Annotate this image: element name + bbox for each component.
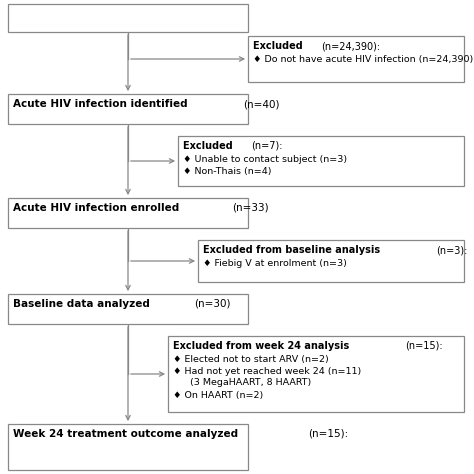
Bar: [8, 4, 248, 32]
Text: Baseline data analyzed: Baseline data analyzed: [13, 299, 154, 309]
Text: (n=40): (n=40): [243, 99, 280, 109]
Text: ♦ Do not have acute HIV infection (n=24,390): ♦ Do not have acute HIV infection (n=24,…: [253, 55, 473, 64]
Bar: [8, 94, 248, 124]
Text: Excluded: Excluded: [253, 41, 306, 51]
Text: ♦ Non-Thais (n=4): ♦ Non-Thais (n=4): [183, 167, 272, 176]
Text: ♦ Had not yet reached week 24 (n=11): ♦ Had not yet reached week 24 (n=11): [173, 367, 361, 376]
Bar: [168, 336, 464, 412]
Text: (n=15):: (n=15):: [308, 429, 348, 439]
Text: (n=15):: (n=15):: [405, 341, 442, 351]
Text: ♦ Elected not to start ARV (n=2): ♦ Elected not to start ARV (n=2): [173, 355, 329, 364]
Text: (n=24,390):: (n=24,390):: [321, 41, 381, 51]
Bar: [8, 294, 248, 324]
Text: ♦ Unable to contact subject (n=3): ♦ Unable to contact subject (n=3): [183, 155, 347, 164]
Text: Excluded: Excluded: [183, 141, 236, 151]
Text: (n=30): (n=30): [194, 299, 231, 309]
Text: Week 24 treatment outcome analyzed: Week 24 treatment outcome analyzed: [13, 429, 242, 439]
Text: Acute HIV infection identified: Acute HIV infection identified: [13, 99, 191, 109]
Text: Excluded from week 24 analysis: Excluded from week 24 analysis: [173, 341, 353, 351]
Text: Acute HIV infection enrolled: Acute HIV infection enrolled: [13, 203, 183, 213]
Text: (n=3):: (n=3):: [436, 245, 467, 255]
Bar: [248, 36, 464, 82]
Text: Excluded from baseline analysis: Excluded from baseline analysis: [203, 245, 383, 255]
Bar: [8, 424, 248, 470]
Text: (n=33): (n=33): [232, 203, 269, 213]
Text: (3 MegaHAART, 8 HAART): (3 MegaHAART, 8 HAART): [181, 378, 311, 387]
Text: (n=7):: (n=7):: [252, 141, 283, 151]
Text: ♦ Fiebig V at enrolment (n=3): ♦ Fiebig V at enrolment (n=3): [203, 259, 347, 268]
Bar: [178, 136, 464, 186]
Text: ♦ On HAART (n=2): ♦ On HAART (n=2): [173, 391, 263, 400]
Bar: [198, 240, 464, 282]
Bar: [8, 198, 248, 228]
